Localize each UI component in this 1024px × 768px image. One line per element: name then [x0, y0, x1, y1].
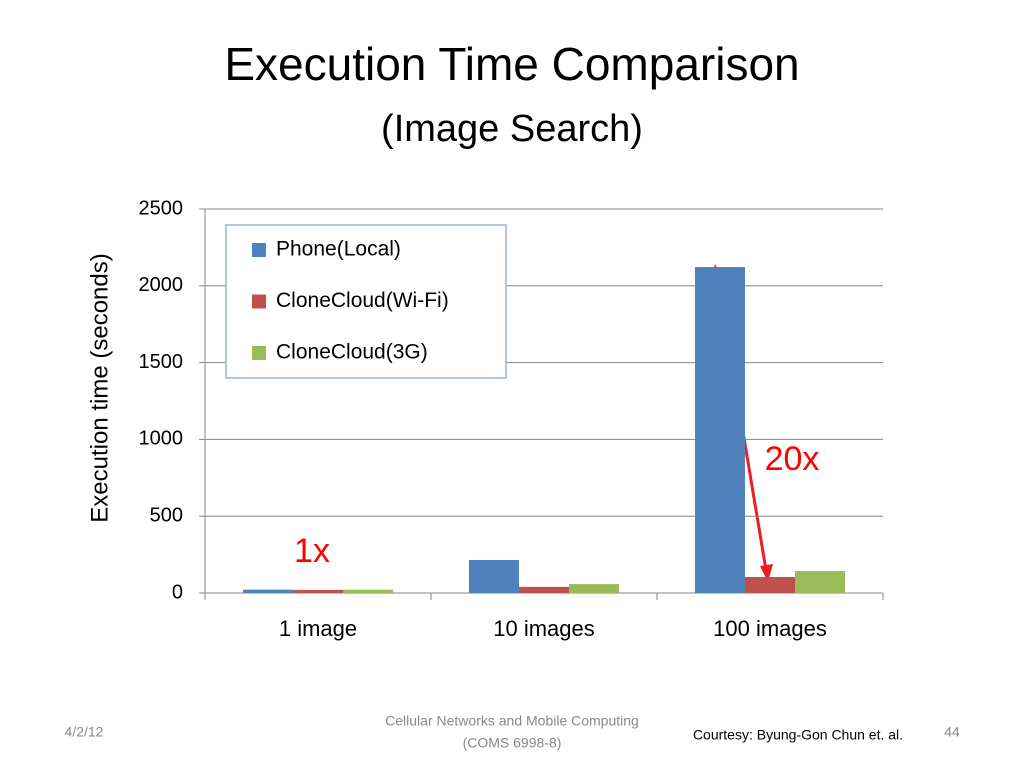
bar: [569, 584, 619, 593]
bar: [243, 589, 293, 593]
bar: [795, 571, 845, 593]
y-tick-label: 0: [172, 581, 183, 603]
bar: [293, 589, 343, 593]
annotation: 20x: [765, 440, 820, 478]
slide-date: 4/2/12: [65, 724, 104, 740]
y-tick-label: 500: [150, 504, 183, 526]
legend-swatch: [252, 346, 266, 360]
bar: [745, 577, 795, 593]
y-tick-label: 1000: [139, 428, 184, 450]
y-axis-label: Execution time (seconds): [86, 253, 113, 522]
chart-title: Execution Time Comparison: [224, 38, 799, 90]
bar: [343, 589, 393, 593]
legend-label: CloneCloud(Wi-Fi): [276, 289, 449, 312]
legend-label: CloneCloud(3G): [276, 341, 428, 364]
y-tick-label: 2000: [139, 274, 184, 296]
bar: [519, 586, 569, 593]
y-tick-label: 1500: [139, 351, 184, 373]
page-number: 44: [944, 724, 960, 740]
legend-swatch: [252, 243, 266, 257]
courtesy: Courtesy: Byung-Gon Chun et. al.: [693, 727, 903, 743]
bar: [469, 559, 519, 593]
legend-label: Phone(Local): [276, 238, 401, 261]
bar: [695, 267, 745, 593]
legend-swatch: [252, 294, 266, 309]
x-tick-label: 10 images: [493, 616, 595, 641]
legend-box: [225, 224, 507, 379]
slide-footer: (COMS 6998-8): [463, 735, 562, 751]
x-tick-label: 1 image: [279, 616, 357, 641]
slide-footer: Cellular Networks and Mobile Computing: [385, 713, 639, 729]
y-tick-label: 2500: [139, 197, 184, 219]
annotation: 1x: [294, 532, 330, 570]
x-tick-label: 100 images: [713, 616, 827, 641]
chart-subtitle: (Image Search): [381, 108, 643, 150]
